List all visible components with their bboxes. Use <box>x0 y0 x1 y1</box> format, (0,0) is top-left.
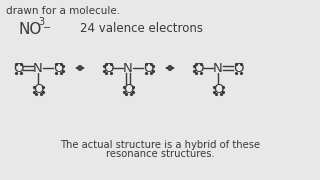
Text: drawn for a molecule.: drawn for a molecule. <box>6 6 120 16</box>
Text: resonance structures.: resonance structures. <box>106 149 214 159</box>
Text: O: O <box>33 82 43 96</box>
Text: O: O <box>193 62 203 75</box>
Text: O: O <box>213 82 223 96</box>
Text: O: O <box>13 62 23 75</box>
Text: O: O <box>103 62 113 75</box>
Text: O: O <box>53 62 63 75</box>
Text: 3: 3 <box>38 17 44 27</box>
Text: O: O <box>233 62 243 75</box>
Text: NO: NO <box>18 22 41 37</box>
Text: The actual structure is a hybrid of these: The actual structure is a hybrid of thes… <box>60 140 260 150</box>
Text: N: N <box>123 62 133 75</box>
Text: −: − <box>43 23 51 33</box>
Text: 24 valence electrons: 24 valence electrons <box>80 22 203 35</box>
Text: N: N <box>33 62 43 75</box>
Text: O: O <box>123 82 133 96</box>
Text: N: N <box>213 62 223 75</box>
Text: O: O <box>143 62 153 75</box>
